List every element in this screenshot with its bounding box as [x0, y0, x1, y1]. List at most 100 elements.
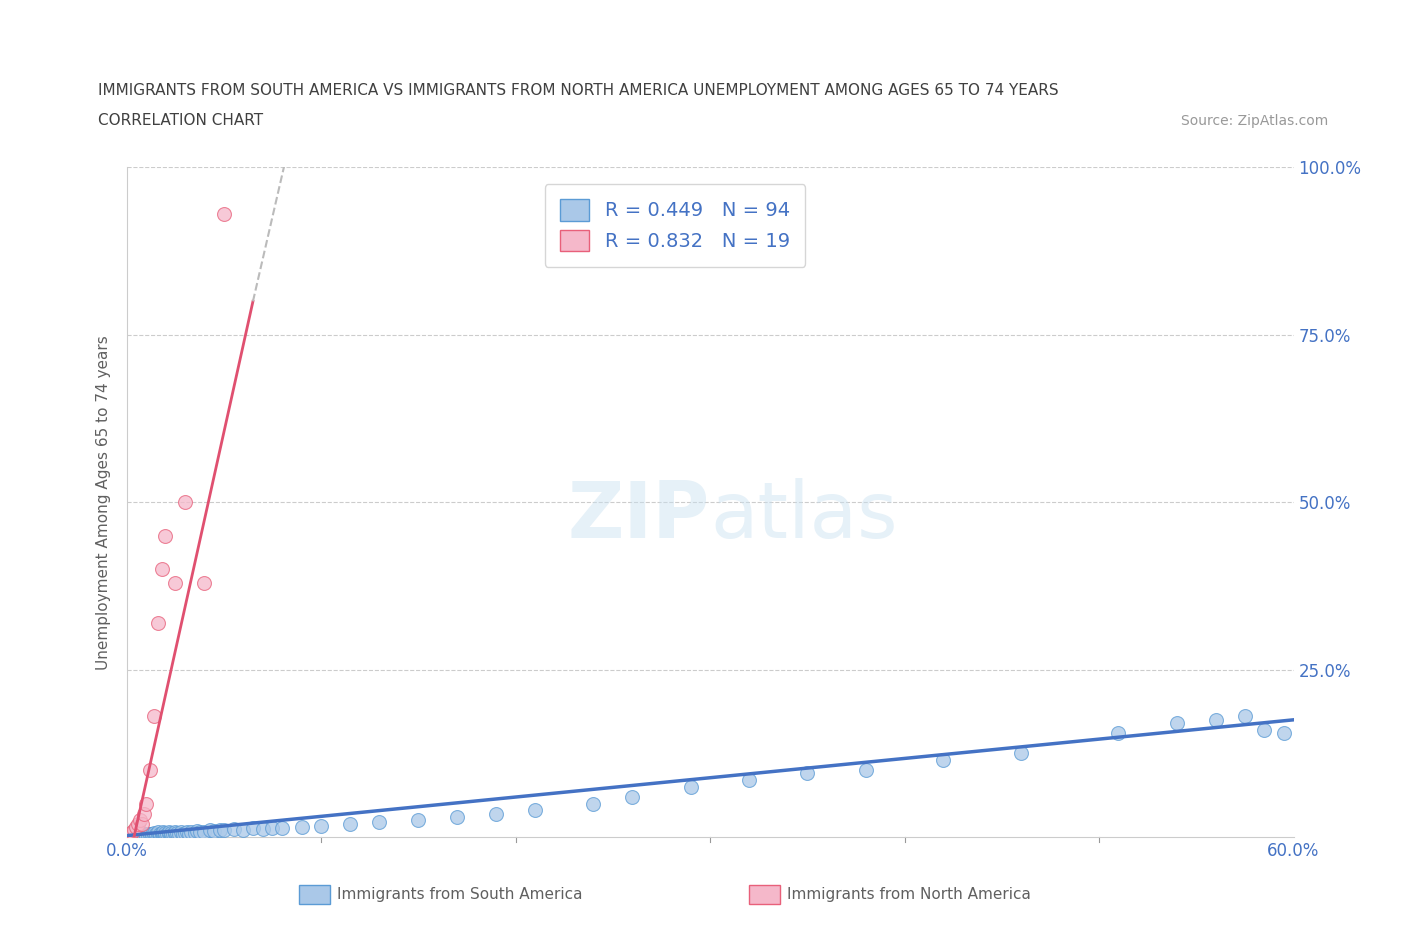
- Text: ZIP: ZIP: [568, 478, 710, 553]
- Point: [131, 826, 153, 841]
- Point: [157, 825, 180, 840]
- Point: [127, 829, 149, 844]
- Point: [309, 818, 332, 833]
- Point: [136, 827, 159, 842]
- Point: [157, 827, 180, 842]
- Point: [136, 829, 159, 844]
- Point: [141, 829, 163, 844]
- Point: [125, 819, 148, 834]
- Point: [408, 813, 430, 828]
- Point: [183, 826, 205, 841]
- Point: [135, 829, 157, 844]
- Point: [124, 829, 146, 844]
- Point: [142, 828, 165, 843]
- Point: [174, 495, 197, 510]
- Y-axis label: Unemployment Among Ages 65 to 74 years: Unemployment Among Ages 65 to 74 years: [96, 335, 111, 670]
- Point: [165, 575, 187, 590]
- Point: [124, 827, 146, 842]
- Text: Immigrants from North America: Immigrants from North America: [787, 887, 1031, 902]
- Point: [155, 528, 177, 543]
- Point: [212, 823, 235, 838]
- Point: [485, 806, 508, 821]
- Point: [193, 824, 215, 839]
- Point: [222, 821, 245, 836]
- Point: [167, 826, 190, 841]
- Point: [127, 828, 149, 843]
- Point: [1166, 716, 1188, 731]
- Point: [121, 829, 143, 844]
- Point: [1233, 709, 1256, 724]
- Point: [139, 826, 162, 841]
- Point: [160, 826, 183, 841]
- Point: [145, 829, 167, 844]
- Point: [132, 829, 155, 844]
- Point: [139, 828, 162, 843]
- Point: [146, 828, 169, 843]
- Point: [198, 823, 221, 838]
- Point: [290, 819, 312, 834]
- Text: IMMIGRANTS FROM SOUTH AMERICA VS IMMIGRANTS FROM NORTH AMERICA UNEMPLOYMENT AMON: IMMIGRANTS FROM SOUTH AMERICA VS IMMIGRA…: [98, 83, 1059, 98]
- Point: [1272, 725, 1295, 740]
- Point: [262, 821, 284, 836]
- Point: [131, 829, 153, 844]
- Point: [156, 826, 179, 841]
- Point: [127, 817, 149, 831]
- Point: [121, 828, 143, 843]
- Point: [125, 828, 148, 843]
- Point: [1253, 723, 1275, 737]
- Point: [855, 763, 877, 777]
- Point: [446, 809, 468, 824]
- Point: [117, 829, 139, 844]
- Point: [150, 562, 173, 577]
- Point: [180, 824, 202, 839]
- Text: atlas: atlas: [710, 478, 897, 553]
- Point: [145, 826, 167, 841]
- Point: [149, 826, 172, 841]
- Point: [176, 825, 198, 840]
- Point: [582, 796, 605, 811]
- Point: [252, 821, 274, 836]
- Text: CORRELATION CHART: CORRELATION CHART: [98, 113, 263, 128]
- Point: [135, 826, 157, 841]
- Text: Source: ZipAtlas.com: Source: ZipAtlas.com: [1181, 114, 1329, 128]
- Point: [1010, 746, 1032, 761]
- Point: [202, 824, 225, 839]
- Point: [155, 828, 177, 843]
- Point: [132, 827, 155, 842]
- Point: [165, 824, 187, 839]
- Point: [162, 826, 184, 841]
- Point: [149, 829, 172, 844]
- Point: [523, 803, 546, 817]
- Point: [1205, 712, 1227, 727]
- Point: [165, 827, 187, 842]
- Point: [796, 766, 818, 781]
- Point: [208, 822, 231, 837]
- Point: [212, 206, 235, 221]
- Point: [242, 821, 264, 836]
- Point: [1108, 725, 1130, 740]
- Point: [125, 829, 148, 844]
- Point: [135, 828, 157, 843]
- Point: [141, 827, 163, 842]
- Point: [146, 616, 169, 631]
- Point: [139, 763, 162, 777]
- Point: [117, 829, 139, 844]
- Point: [152, 825, 174, 840]
- Point: [155, 826, 177, 841]
- Point: [172, 827, 194, 842]
- Point: [621, 790, 644, 804]
- Point: [271, 820, 294, 835]
- Point: [120, 829, 142, 844]
- Point: [146, 825, 169, 840]
- Point: [142, 709, 165, 724]
- Point: [135, 796, 157, 811]
- Point: [150, 828, 173, 843]
- Point: [193, 575, 215, 590]
- Point: [121, 825, 143, 840]
- Point: [232, 822, 254, 837]
- Point: [124, 823, 146, 838]
- Text: Immigrants from South America: Immigrants from South America: [337, 887, 583, 902]
- Point: [932, 752, 955, 767]
- Point: [170, 825, 193, 840]
- Legend: R = 0.449   N = 94, R = 0.832   N = 19: R = 0.449 N = 94, R = 0.832 N = 19: [544, 184, 806, 267]
